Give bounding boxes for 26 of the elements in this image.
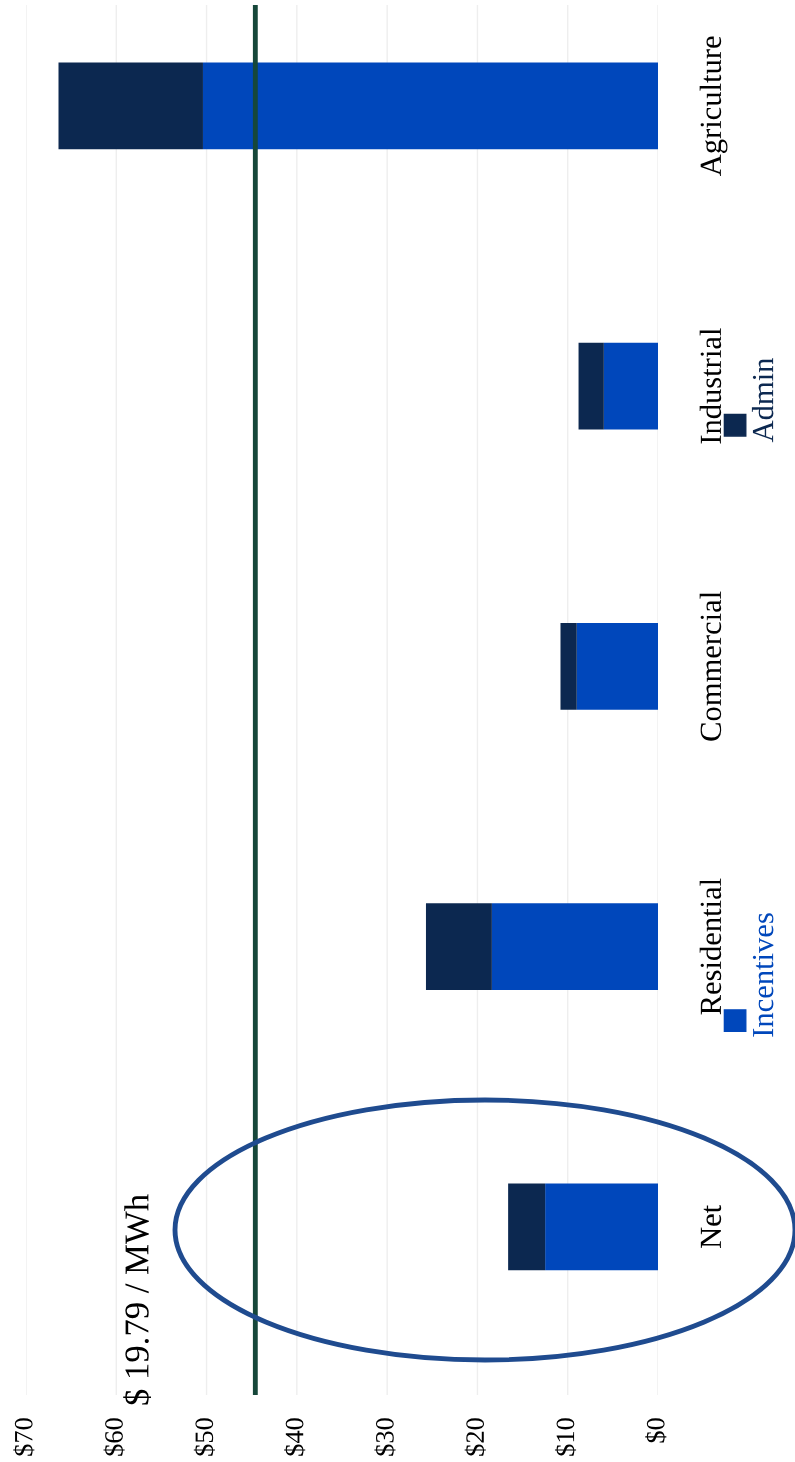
- bar: [202, 62, 658, 150]
- bar: [603, 342, 658, 430]
- x-tick-label: $20: [464, 1418, 486, 1456]
- bar: [545, 1183, 658, 1271]
- bar: [508, 1183, 546, 1271]
- text: Incentives: [752, 913, 774, 1037]
- x-tick-label: $70: [13, 1418, 35, 1456]
- y-tick-label: Industrial: [699, 328, 722, 444]
- bar: [560, 622, 577, 710]
- bar: [425, 903, 492, 991]
- bar: [578, 342, 604, 430]
- x-tick-label: $50: [193, 1418, 215, 1456]
- x-tick-label: $0: [645, 1418, 667, 1443]
- annotation: $ 19.79 / MWh: [123, 1194, 151, 1405]
- bar: [491, 903, 658, 991]
- bar: [58, 62, 203, 150]
- x-tick-label: $30: [374, 1418, 396, 1456]
- bar: [576, 622, 658, 710]
- y-tick-label: Net: [700, 1204, 722, 1249]
- y-tick-label: Agriculture: [699, 36, 728, 177]
- x-tick-label: $10: [554, 1418, 577, 1456]
- y-tick-label: Residential: [699, 878, 722, 1015]
- text: Admin: [751, 358, 774, 443]
- x-tick-label: $60: [103, 1418, 125, 1456]
- y-tick-label: Commercial: [699, 591, 722, 741]
- x-tick-label: $40: [284, 1418, 306, 1456]
